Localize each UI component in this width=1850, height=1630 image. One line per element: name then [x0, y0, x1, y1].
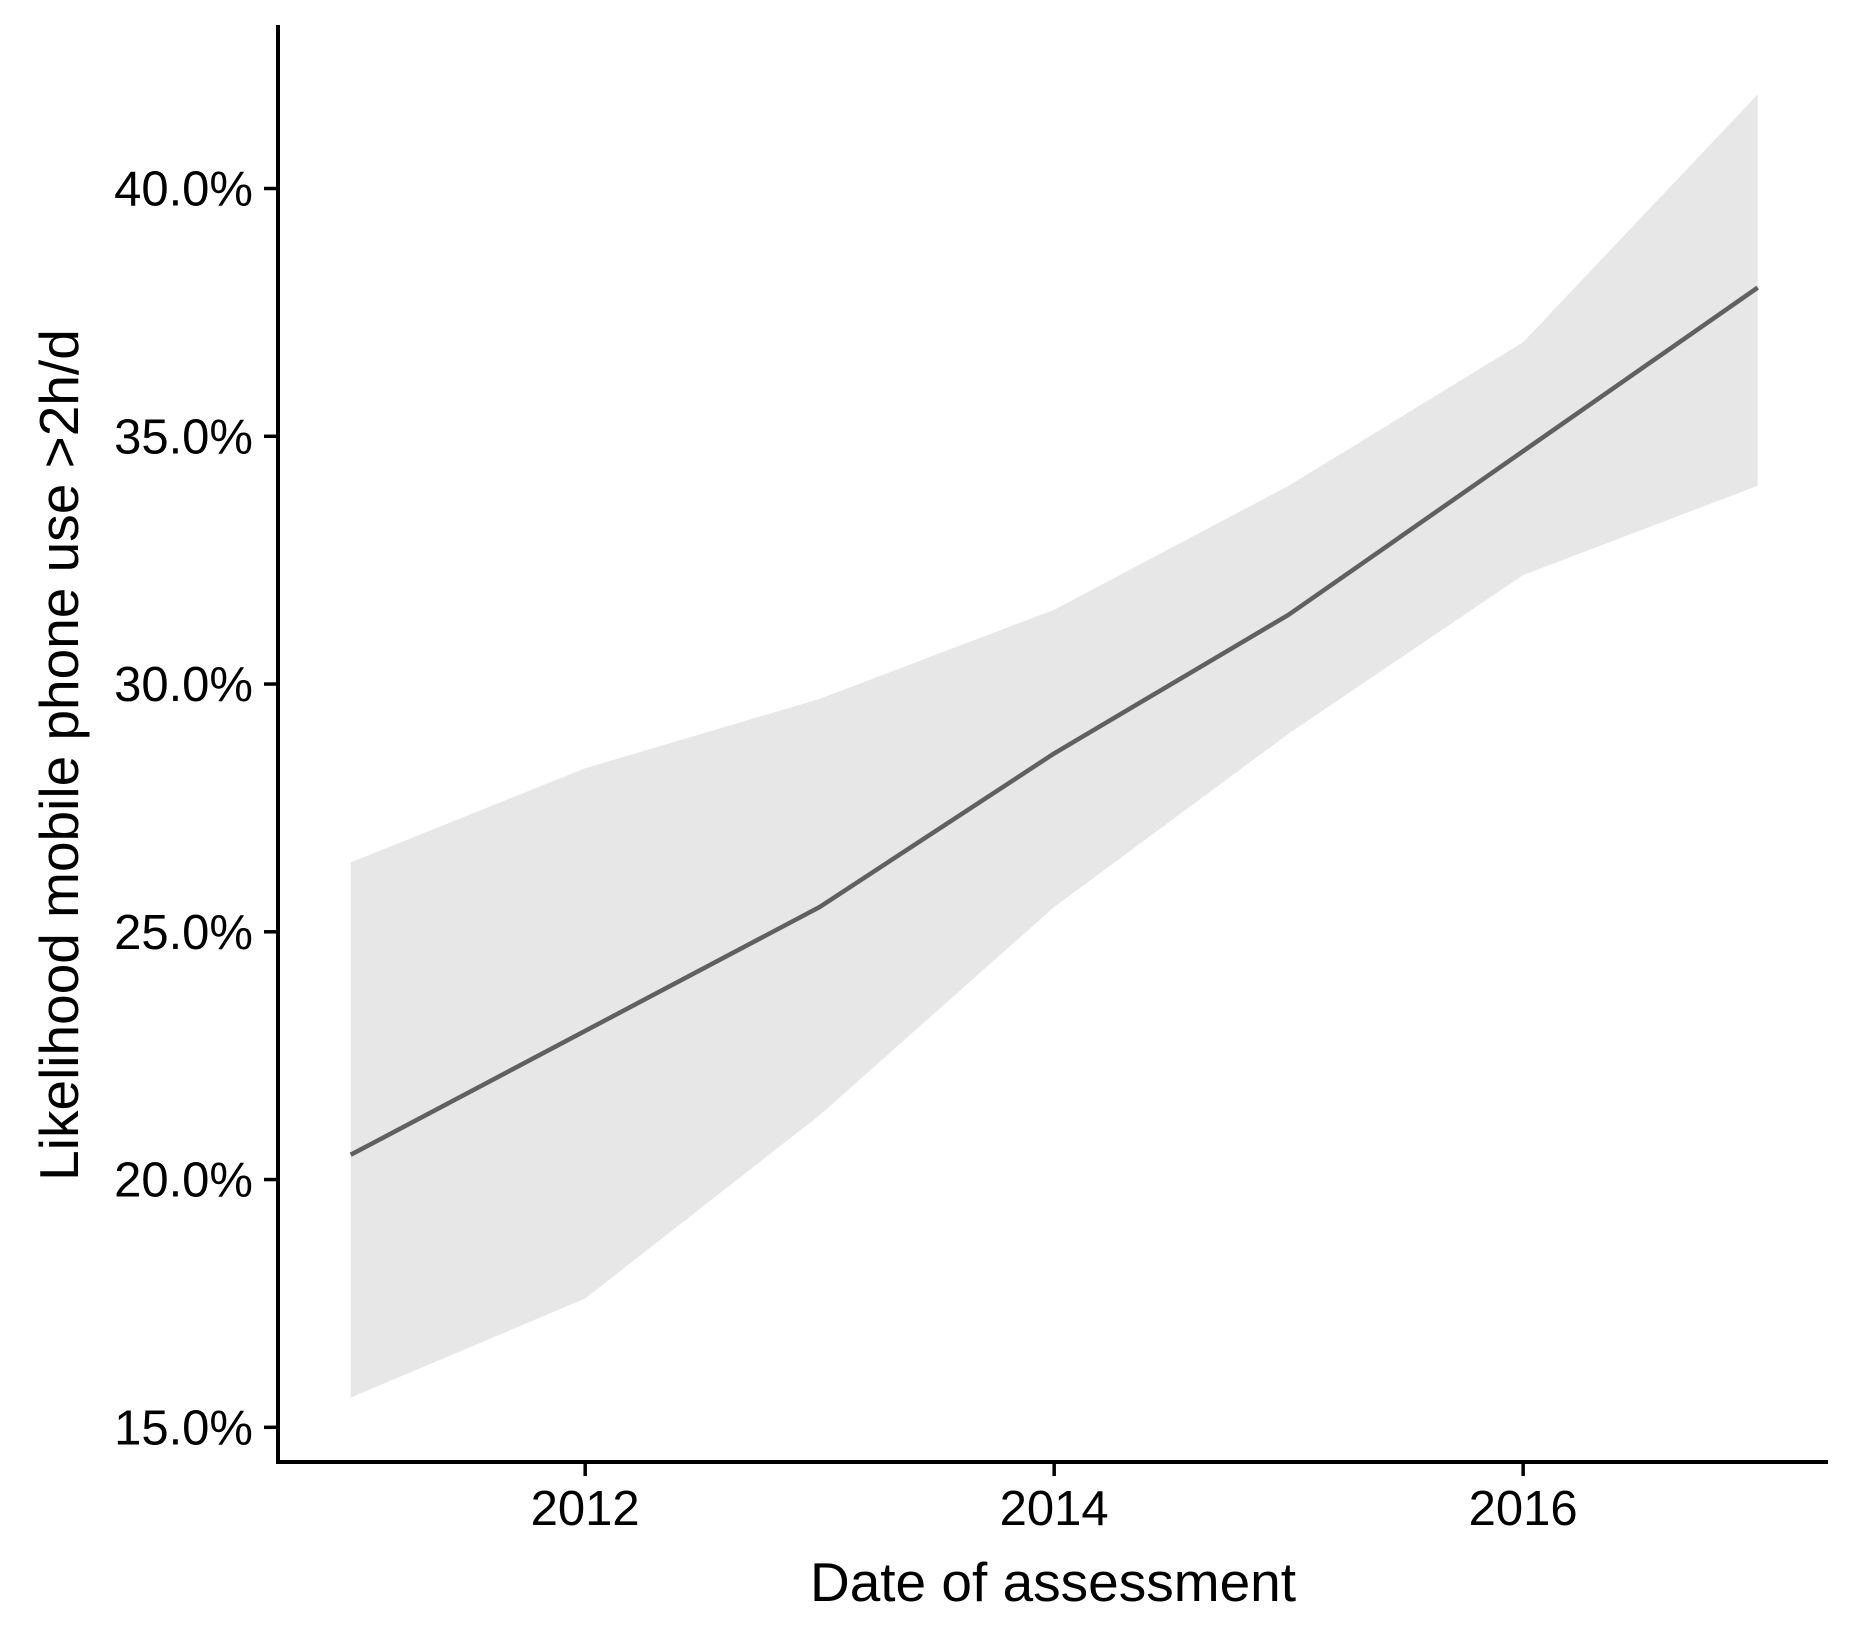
x-axis-title: Date of assessment — [810, 1551, 1296, 1613]
confidence-interval-ribbon — [350, 94, 1758, 1398]
trend-line-layer — [349, 285, 1759, 1157]
fitted-trend-line — [349, 285, 1759, 1157]
y-axis-tick-label: 40.0% — [114, 163, 253, 217]
y-axis-tick-label: 25.0% — [114, 906, 253, 960]
tick-label-layer: 15.0% 20.0% 25.0% 30.0% 35.0% 40.0% 2012 2014 20… — [114, 163, 1578, 1536]
axes-layer — [264, 25, 1828, 1476]
y-axis-tick-label: 35.0% — [114, 410, 253, 464]
y-axis-title: Likelihood mobile phone use >2h/d — [28, 329, 90, 1181]
y-axis-tick-label: 15.0% — [114, 1401, 253, 1455]
x-axis-tick-label: 2012 — [531, 1482, 640, 1536]
confidence-ribbon-layer — [350, 94, 1758, 1398]
x-axis-tick-label: 2016 — [1469, 1482, 1578, 1536]
x-axis-tick-label: 2014 — [1000, 1482, 1109, 1536]
y-axis-tick-label: 20.0% — [114, 1154, 253, 1208]
y-axis-tick-label: 30.0% — [114, 658, 253, 712]
